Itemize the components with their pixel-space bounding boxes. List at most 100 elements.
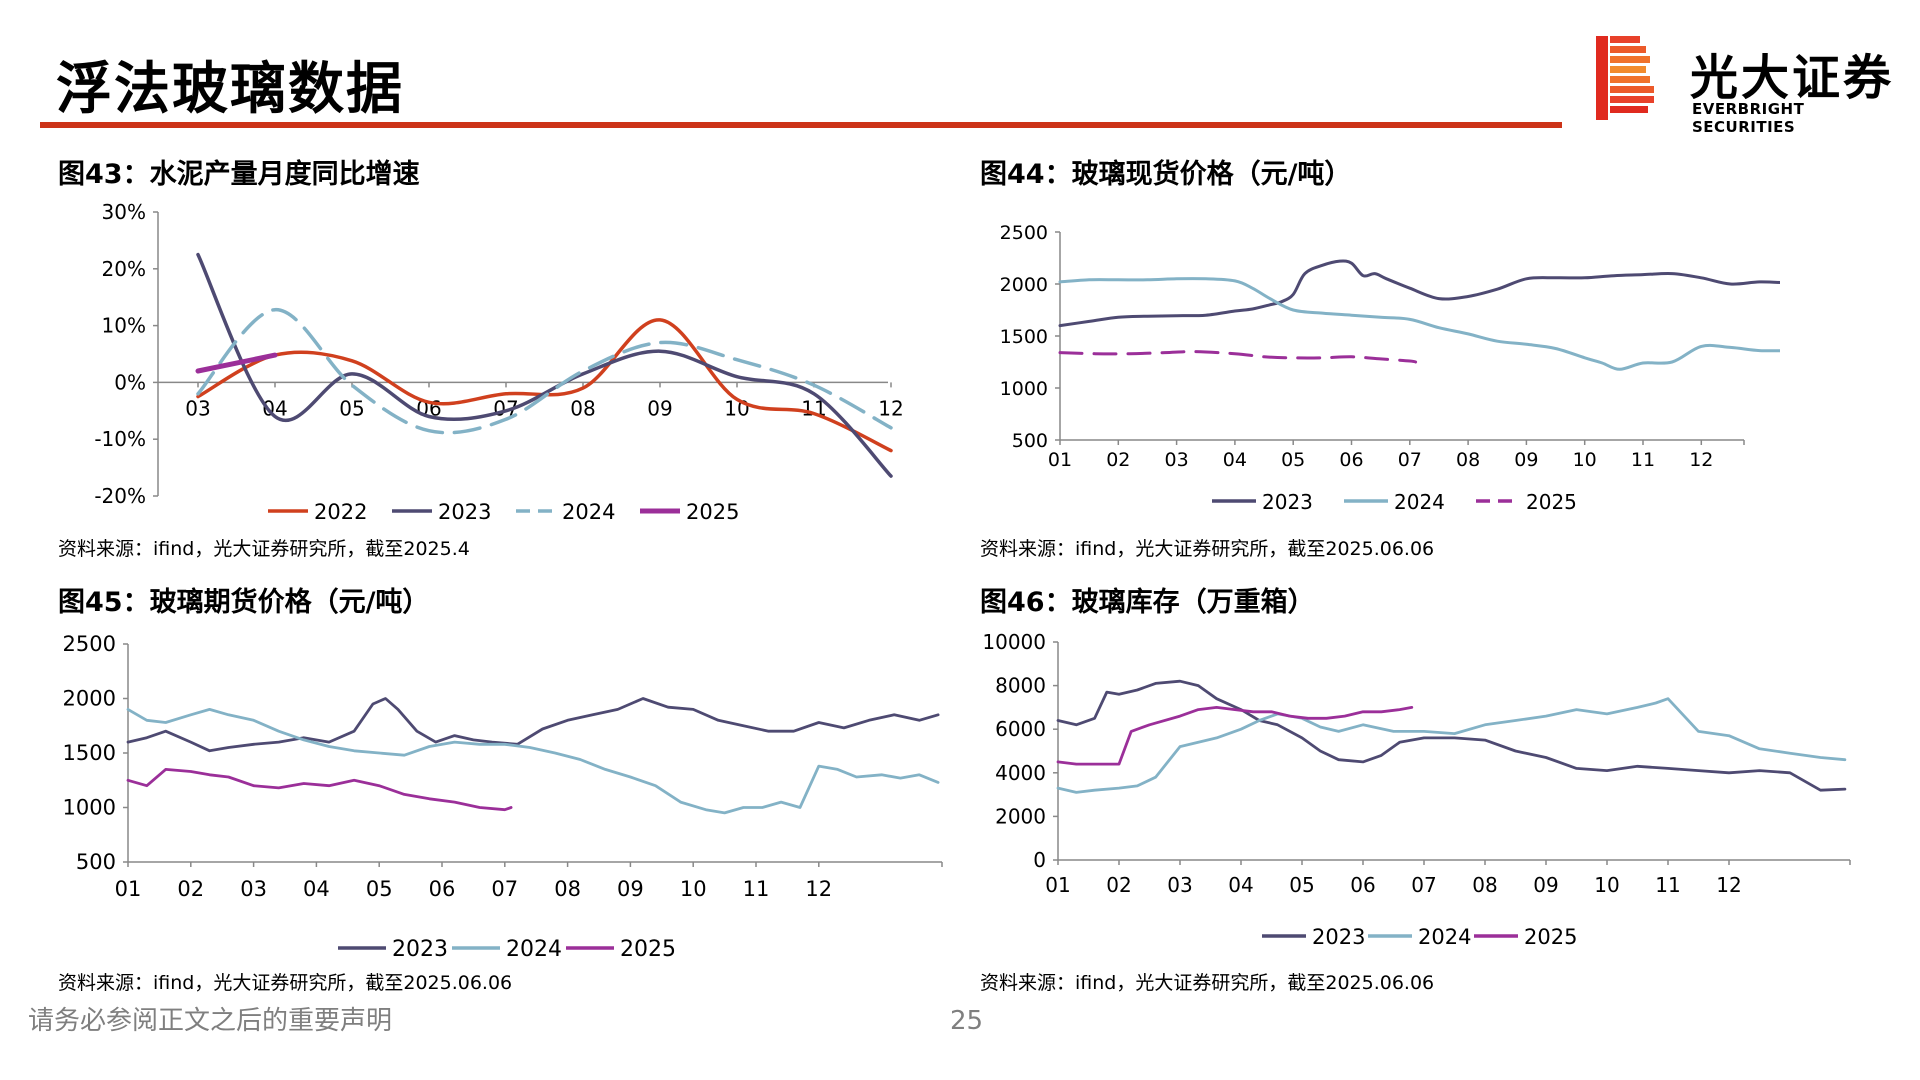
y-tick-label: 500: [76, 850, 116, 874]
y-tick-label: 2000: [995, 804, 1046, 828]
everbright-logo-icon: [1596, 36, 1654, 120]
y-tick-label: 1500: [63, 741, 116, 765]
legend-label-2024: 2024: [1394, 490, 1445, 514]
x-tick-label: 10: [1594, 873, 1619, 897]
series-line-2024: [1058, 277, 1780, 371]
y-tick-label: 1500: [1000, 326, 1048, 348]
logo-name-cn: 光大证券: [1690, 50, 1895, 106]
series-line-2022: [196, 318, 893, 453]
x-tick-label: 08: [570, 396, 595, 420]
page-number: 25: [950, 1006, 984, 1036]
x-tick-label: 11: [743, 877, 770, 901]
legend-label-2024: 2024: [1418, 925, 1471, 949]
x-tick-label: 02: [1106, 449, 1130, 471]
y-tick-label: 2500: [63, 632, 116, 656]
series-line-2024: [196, 307, 893, 435]
x-tick-label: 12: [878, 396, 903, 420]
legend-label-2023: 2023: [438, 500, 491, 524]
x-tick-label: 12: [1689, 449, 1713, 471]
x-tick-label: 05: [1289, 873, 1314, 897]
legend-label-2024: 2024: [506, 937, 562, 962]
legend-label-2025: 2025: [620, 937, 676, 962]
series-line-2023: [1056, 679, 1847, 792]
x-tick-label: 05: [366, 877, 393, 901]
fig46-source: 资料来源：ifind，光大证券研究所，截至2025.06.06: [980, 972, 1435, 994]
legend-label-2024: 2024: [562, 500, 615, 524]
y-tick-label: 1000: [63, 796, 116, 820]
y-tick-label: 6000: [995, 717, 1046, 741]
y-tick-label: 30%: [102, 200, 146, 224]
y-tick-label: 0%: [114, 370, 146, 394]
y-tick-label: 500: [1012, 430, 1048, 452]
fig46-title: 图46：玻璃库存（万重箱）: [980, 587, 1315, 618]
series-line-2024: [1056, 697, 1847, 794]
x-tick-label: 05: [339, 396, 364, 420]
y-tick-label: 4000: [995, 761, 1046, 785]
title-rule: [40, 122, 1562, 128]
x-tick-label: 07: [1398, 449, 1422, 471]
fig43-source: 资料来源：ifind，光大证券研究所，截至2025.4: [58, 538, 470, 560]
brand-logo: 光大证券 EVERBRIGHT SECURITIES: [1596, 36, 1896, 136]
x-tick-label: 08: [1456, 449, 1480, 471]
x-tick-label: 02: [177, 877, 204, 901]
y-tick-label: 10%: [102, 314, 146, 338]
x-tick-label: 01: [115, 877, 142, 901]
legend-label-2022: 2022: [314, 500, 367, 524]
x-tick-label: 09: [1533, 873, 1558, 897]
x-tick-label: 11: [1655, 873, 1680, 897]
x-tick-label: 06: [1350, 873, 1375, 897]
x-tick-label: 07: [1411, 873, 1436, 897]
y-tick-label: 0: [1033, 848, 1046, 872]
x-tick-label: 09: [617, 877, 644, 901]
series-line-2025: [1058, 350, 1418, 364]
series-line-2023: [126, 697, 940, 753]
x-tick-label: 04: [1223, 449, 1247, 471]
series-line-2023: [1058, 259, 1780, 328]
fig43-chart: 30%20%10%0%-10%-20%03 04 05 06 07 08 09 10 11 122…: [94, 200, 903, 524]
fig44-source: 资料来源：ifind，光大证券研究所，截至2025.06.06: [980, 538, 1435, 560]
legend-label-2023: 2023: [1312, 925, 1365, 949]
x-tick-label: 07: [491, 877, 518, 901]
legend: 2023 2024 2025: [1262, 925, 1577, 949]
legend-label-2023: 2023: [392, 937, 448, 962]
x-tick-label: 03: [240, 877, 267, 901]
disclaimer-note: 请务必参阅正文之后的重要声明: [28, 1006, 393, 1036]
x-tick-label: 03: [1167, 873, 1192, 897]
y-tick-label: 2000: [1000, 274, 1048, 296]
fig44-title: 图44：玻璃现货价格（元/吨）: [980, 159, 1352, 190]
legend: 2022 2023 2024 2025: [268, 500, 739, 524]
series-line-2025: [195, 352, 278, 374]
x-tick-label: 11: [1631, 449, 1655, 471]
y-tick-label: 2000: [63, 687, 116, 711]
fig45-chart: 2500 2000 1500 1000 500 01 02 03 04 05 06 07 08 09 10 1…: [63, 632, 943, 962]
legend: 2023 2024 2025: [1212, 490, 1577, 514]
fig45-title: 图45：玻璃期货价格（元/吨）: [58, 587, 430, 618]
y-tick-label: -20%: [94, 484, 146, 508]
x-tick-label: 10: [680, 877, 707, 901]
logo-name-en: EVERBRIGHT SECURITIES: [1692, 100, 1805, 136]
x-tick-label: 04: [1228, 873, 1253, 897]
x-tick-label: 01: [1045, 873, 1070, 897]
y-tick-label: -10%: [94, 427, 146, 451]
legend-label-2025: 2025: [686, 500, 739, 524]
x-tick-label: 10: [1573, 449, 1597, 471]
series-line-2023: [196, 252, 893, 478]
series-line-2024: [126, 708, 940, 815]
y-tick-label: 10000: [982, 630, 1046, 654]
y-tick-label: 8000: [995, 674, 1046, 698]
x-tick-label: 03: [1165, 449, 1189, 471]
x-tick-label: 04: [303, 877, 330, 901]
fig46-chart: 10000 8000 6000 4000 2000 001 02 03 04 05 06 07 08 09…: [982, 630, 1851, 949]
x-tick-label: 05: [1281, 449, 1305, 471]
y-tick-label: 20%: [102, 257, 146, 281]
x-tick-label: 06: [429, 877, 456, 901]
fig43-title: 图43：水泥产量月度同比增速: [58, 159, 420, 190]
legend-label-2025: 2025: [1526, 490, 1577, 514]
x-tick-label: 02: [1106, 873, 1131, 897]
legend-label-2023: 2023: [1262, 490, 1313, 514]
y-tick-label: 2500: [1000, 222, 1048, 244]
fig45-source: 资料来源：ifind，光大证券研究所，截至2025.06.06: [58, 972, 513, 994]
x-tick-label: 08: [1472, 873, 1497, 897]
legend-label-2025: 2025: [1524, 925, 1577, 949]
